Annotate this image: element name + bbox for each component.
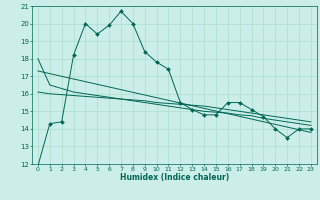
X-axis label: Humidex (Indice chaleur): Humidex (Indice chaleur) xyxy=(120,173,229,182)
